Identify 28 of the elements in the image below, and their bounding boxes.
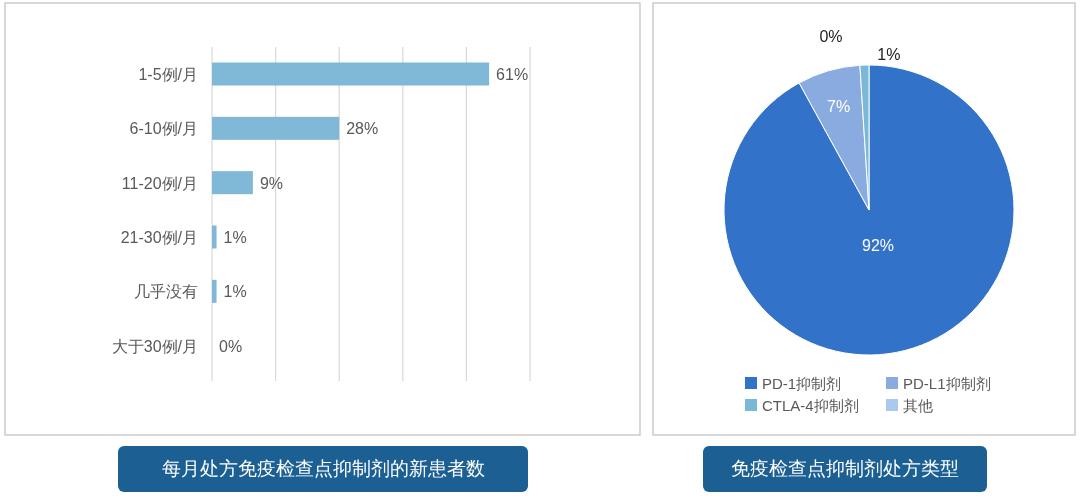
legend-label: CTLA-4抑制剂 [762, 397, 859, 414]
bar [212, 62, 490, 86]
y-tick-label: 大于30例/月 [111, 337, 198, 355]
text: 免疫检查点抑制剂处方类型 [731, 458, 959, 479]
legend-label: PD-L1抑制剂 [903, 375, 991, 392]
data-label: 1% [877, 46, 901, 63]
y-tick-label: 21-30例/月 [120, 229, 198, 246]
text: 0% [819, 28, 843, 45]
data-label: 92% [862, 237, 895, 255]
data-label: 0% [219, 337, 243, 355]
legend-label: 其他 [903, 397, 933, 414]
text: 每月处方免疫检查点抑制剂的新患者数 [161, 458, 485, 479]
data-label: 28% [346, 120, 379, 138]
data-label: 61% [496, 66, 529, 83]
bar [212, 279, 217, 303]
data-label: 1% [223, 283, 247, 301]
data-label: 7% [827, 97, 851, 115]
data-label: 9% [259, 174, 284, 192]
data-label: 1% [223, 229, 247, 246]
bar [212, 225, 217, 249]
y-tick-label: 6-10例/月 [129, 120, 198, 138]
y-tick-label: 1-5例/月 [138, 66, 198, 83]
pie-slice [723, 64, 1015, 356]
bar [212, 116, 340, 140]
y-tick-label: 几乎没有 [134, 283, 198, 301]
legend-label: PD-1抑制剂 [762, 375, 842, 392]
bar [212, 171, 253, 195]
y-tick-label: 11-20例/月 [121, 174, 198, 192]
